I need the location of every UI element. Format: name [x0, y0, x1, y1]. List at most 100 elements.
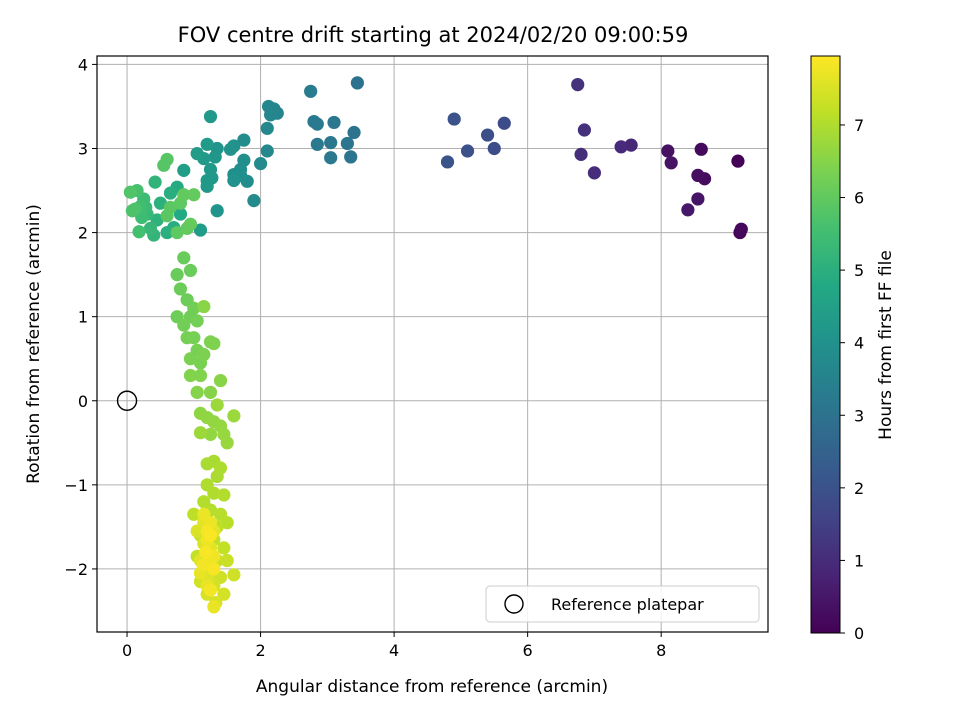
data-point [207, 562, 221, 576]
data-point [199, 545, 213, 559]
legend-box [485, 585, 760, 623]
data-point [183, 263, 198, 278]
data-point [183, 368, 198, 383]
x-axis-ticks: 0 2 4 6 8 [122, 632, 666, 660]
colorbar-tick-label: 2 [854, 479, 864, 498]
data-point [577, 123, 591, 137]
data-point [213, 373, 228, 388]
y-tick-label: −2 [64, 560, 88, 579]
x-tick-label: 8 [656, 641, 666, 660]
data-point [614, 140, 628, 154]
data-point [193, 223, 208, 237]
data-point [260, 121, 274, 135]
y-axis-label: Rotation from reference (arcmin) [24, 204, 44, 484]
data-point [324, 151, 338, 165]
data-point [217, 587, 231, 601]
x-tick-label: 2 [255, 641, 265, 660]
data-point [170, 225, 184, 240]
data-point [207, 336, 221, 351]
data-point [574, 147, 588, 161]
data-point [340, 136, 354, 151]
data-point [571, 77, 585, 92]
data-point [183, 217, 198, 231]
chart-title: FOV centre drift starting at 2024/02/20 … [178, 23, 689, 47]
data-point [304, 84, 318, 98]
data-point [207, 600, 221, 614]
data-point [213, 461, 228, 475]
colorbar-tick-label: 6 [854, 189, 864, 208]
data-point [203, 109, 218, 124]
colorbar-tick-label: 0 [854, 624, 864, 643]
data-points [123, 76, 748, 614]
data-point [163, 186, 178, 200]
data-point [197, 558, 211, 572]
data-point [183, 352, 198, 366]
data-point [731, 154, 745, 168]
data-point [187, 331, 201, 345]
data-point [200, 173, 214, 188]
data-point [190, 314, 204, 328]
colorbar-tick-label: 1 [854, 551, 864, 570]
data-point [447, 112, 461, 126]
data-point [208, 150, 222, 164]
data-point [173, 282, 188, 296]
data-point [327, 115, 341, 130]
data-point [681, 203, 695, 217]
x-tick-label: 6 [523, 641, 533, 660]
data-point [193, 426, 208, 440]
data-point [694, 142, 708, 156]
data-point [217, 541, 231, 555]
data-point [460, 144, 475, 158]
colorbar-label: Hours from first FF file [876, 250, 896, 440]
data-point [253, 157, 268, 171]
data-point [247, 194, 261, 208]
data-point [200, 137, 214, 151]
data-point [324, 136, 338, 150]
reference-marker [116, 390, 138, 411]
data-point [187, 188, 201, 202]
colorbar-tick-label: 7 [854, 116, 864, 135]
data-point [203, 583, 218, 597]
data-point [197, 347, 211, 362]
data-point [347, 125, 361, 140]
data-point [587, 166, 602, 180]
y-tick-label: 3 [78, 139, 88, 158]
data-point [177, 318, 191, 332]
data-point [217, 488, 231, 502]
data-point [350, 76, 364, 90]
data-point [310, 137, 324, 151]
data-point [148, 175, 162, 189]
data-point [223, 142, 238, 156]
data-point [624, 138, 638, 152]
colorbar-tick-label: 5 [854, 261, 864, 280]
data-point [203, 427, 218, 441]
x-tick-label: 0 [122, 641, 132, 660]
data-point [691, 168, 705, 183]
y-tick-label: 1 [78, 308, 88, 327]
y-tick-label: 0 [78, 392, 88, 411]
x-axis-label: Angular distance from reference (arcmin) [256, 677, 608, 697]
data-point [125, 204, 139, 218]
data-point [177, 163, 191, 177]
data-point [344, 150, 358, 164]
data-point [210, 398, 224, 412]
data-point [187, 301, 201, 315]
data-point [487, 141, 501, 156]
data-point [177, 251, 191, 265]
data-point [691, 192, 705, 206]
data-point [203, 385, 218, 399]
data-point [227, 173, 241, 188]
data-point [261, 99, 276, 114]
data-point [177, 188, 191, 202]
legend-label: Reference platepar [551, 595, 704, 614]
colorbar-tick-label: 3 [854, 406, 864, 425]
data-point [227, 409, 241, 423]
colorbar: 0 1 2 3 4 5 6 7 Hours from first FF file [810, 55, 896, 643]
data-point [173, 207, 188, 221]
data-point [207, 486, 221, 500]
data-point [203, 528, 218, 542]
y-axis-ticks: −2 −1 0 1 2 3 4 [64, 55, 97, 579]
data-point [153, 196, 168, 210]
data-point [132, 225, 146, 239]
legend-marker-icon [504, 594, 524, 614]
